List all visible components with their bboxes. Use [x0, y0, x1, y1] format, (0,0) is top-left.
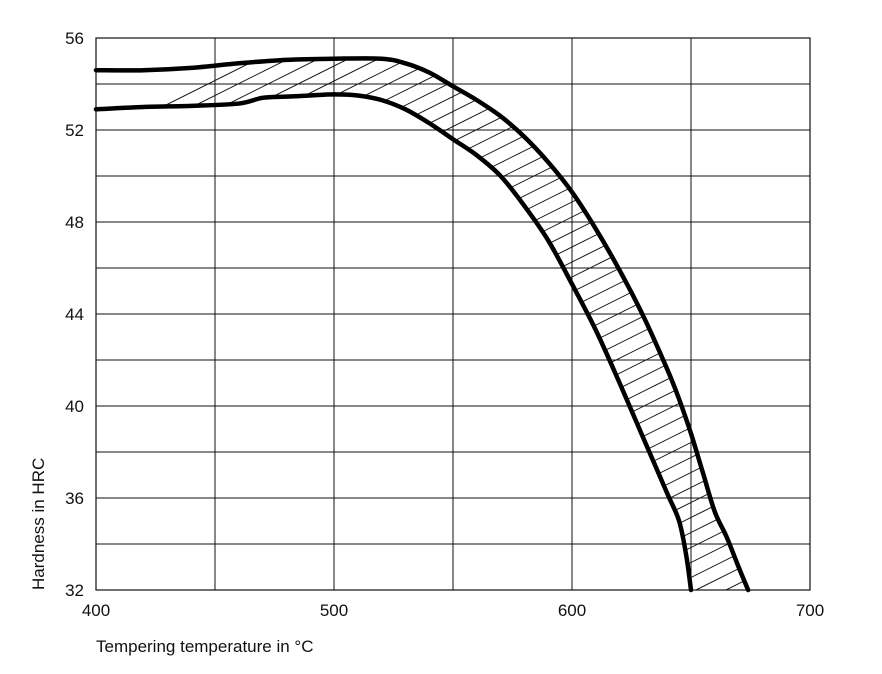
tick-labels: 400 500 600 700 32 36 40 44 48 52 56	[65, 29, 824, 620]
y-axis-title: Hardness in HRC	[29, 458, 48, 590]
hatch-line	[816, 38, 882, 590]
grid	[95, 37, 811, 591]
hatch-line	[515, 58, 749, 590]
lower-curve	[93, 92, 694, 593]
x-axis-title: Tempering temperature in °C	[96, 637, 314, 656]
x-tick-label: 600	[558, 601, 586, 620]
plot-frame	[95, 37, 811, 591]
x-tick-label: 700	[796, 601, 824, 620]
y-tick-label: 40	[65, 397, 84, 416]
x-tick-label: 400	[82, 601, 110, 620]
y-tick-label: 36	[65, 489, 84, 508]
upper-curve	[93, 56, 751, 593]
hatch-line	[96, 58, 631, 590]
curves	[93, 56, 751, 593]
hatch-line	[876, 38, 882, 590]
y-tick-label: 52	[65, 121, 84, 140]
y-tick-label: 44	[65, 305, 84, 324]
hatch-line	[846, 38, 882, 590]
y-tick-label: 32	[65, 581, 84, 600]
y-tick-label: 48	[65, 213, 84, 232]
y-tick-label: 56	[65, 29, 84, 48]
x-tick-label: 500	[320, 601, 348, 620]
